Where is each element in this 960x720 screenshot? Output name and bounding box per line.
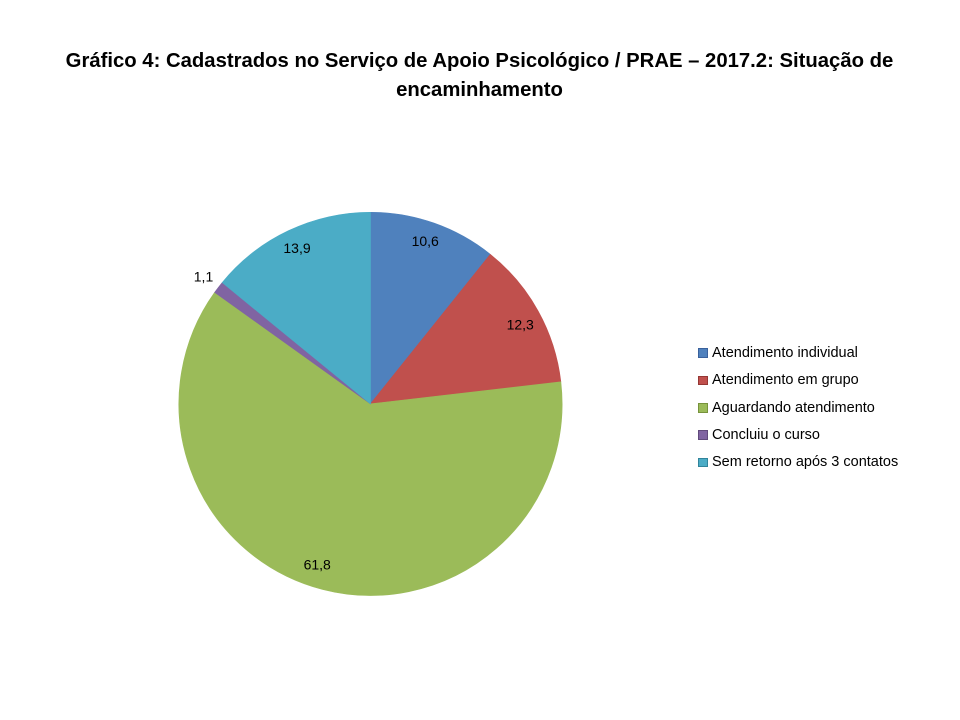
svg-text:13,9: 13,9 [283, 240, 310, 256]
svg-text:1,1: 1,1 [194, 268, 214, 284]
svg-text:12,3: 12,3 [507, 316, 534, 332]
svg-text:61,8: 61,8 [304, 557, 331, 573]
svg-text:10,6: 10,6 [412, 233, 439, 249]
